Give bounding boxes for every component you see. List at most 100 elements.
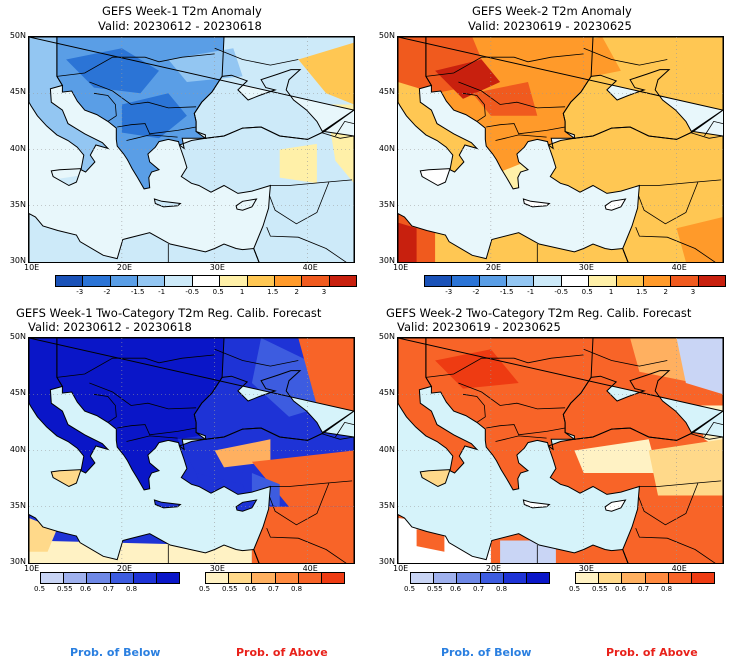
colorbar-tick-label: 1.5	[636, 288, 648, 296]
country-border	[89, 382, 197, 410]
longitude-label: 30E	[578, 263, 594, 272]
map-canvas	[29, 37, 354, 262]
coastline	[235, 198, 258, 211]
colorbar-swatch	[507, 276, 535, 286]
longitude-label: 10E	[24, 564, 40, 573]
longitude-label: 10E	[393, 564, 409, 573]
field-shading	[121, 93, 187, 139]
colorbar-tick-label: -1.5	[130, 288, 145, 296]
latitude-label: 40N	[378, 444, 395, 454]
latitude-label: 35N	[9, 500, 26, 510]
country-border	[270, 179, 353, 186]
land-region	[523, 199, 550, 207]
latitude-label: 45N	[9, 87, 26, 97]
field-shading	[251, 506, 354, 563]
latitude-label: 50N	[9, 31, 26, 40]
latitude-label: 50N	[378, 332, 395, 341]
latitude-label: 30N	[9, 557, 26, 566]
colorbar-swatch	[576, 573, 600, 583]
country-border	[89, 81, 197, 109]
colorbar-tick-label: -3	[76, 288, 84, 296]
panel-title: GEFS Week-1 T2m Anomaly	[102, 4, 262, 18]
colorbar-swatch	[138, 276, 166, 286]
country-border	[486, 424, 566, 436]
coastline	[398, 338, 479, 474]
panel-valid-dates: Valid: 20230619 - 20230625	[397, 320, 561, 334]
colorbar-swatch	[274, 276, 303, 286]
longitude-label: 40E	[302, 263, 318, 272]
land-region	[29, 213, 259, 262]
colorbar-tick-label: -3	[445, 288, 453, 296]
country-border	[495, 435, 547, 442]
field-shading	[435, 59, 501, 99]
coastline	[50, 168, 82, 187]
colorbar-tick-label: 0.7	[638, 585, 650, 593]
coastline	[29, 213, 260, 262]
colorbar-tick-label: 3	[690, 288, 696, 296]
field-shading	[279, 143, 317, 184]
latitude-label: 30N	[9, 256, 26, 265]
panel-title: GEFS Week-2 T2m Anomaly	[472, 4, 632, 18]
colorbar-tick-label: 1	[239, 288, 245, 296]
country-border	[583, 47, 668, 66]
land-region	[51, 469, 81, 487]
colorbar-swatch	[599, 573, 623, 583]
map-week2-two-category	[397, 337, 724, 564]
colorbar-swatch	[480, 573, 504, 583]
land-region	[236, 199, 257, 211]
colorbar-tick-label: 0.55	[57, 585, 73, 593]
colorbar-tick-label: 0.7	[268, 585, 280, 593]
coastline	[29, 37, 110, 173]
longitude-label: 10E	[24, 263, 40, 272]
latitude-label: 45N	[378, 87, 395, 97]
longitude-label: 30E	[209, 263, 225, 272]
country-border	[117, 123, 197, 135]
country-border	[462, 92, 486, 122]
colorbar-tick-label: 1	[608, 288, 614, 296]
latitude-label: 35N	[9, 199, 26, 209]
colorbar-swatch	[41, 573, 65, 583]
coastline	[425, 37, 594, 190]
land-region	[523, 500, 550, 508]
country-border	[269, 181, 330, 225]
country-border	[635, 527, 716, 563]
country-border	[214, 47, 299, 66]
country-border	[253, 248, 260, 262]
colorbar-tick-label: 0.5	[212, 288, 224, 296]
country-border	[638, 181, 699, 225]
latitude-label: 30N	[378, 557, 395, 566]
colorbar-swatch	[192, 276, 221, 286]
colorbar-tick-label: -1	[527, 288, 535, 296]
colorbar-swatch	[668, 573, 692, 583]
colorbar-tick-label: -1.5	[499, 288, 514, 296]
country-border	[495, 134, 547, 141]
colorbar-swatch	[247, 276, 275, 286]
field-shading	[298, 42, 354, 105]
colorbar-swatch	[133, 573, 157, 583]
latitude-label: 45N	[9, 388, 26, 398]
country-border	[635, 226, 716, 262]
field-shading	[214, 439, 271, 468]
country-border	[117, 424, 197, 436]
country-border	[270, 480, 353, 487]
colorbar-swatch	[503, 573, 527, 583]
latitude-label: 30N	[378, 256, 395, 265]
colorbar-swatch	[165, 276, 193, 286]
colorbar-swatch	[479, 276, 508, 286]
coastline	[50, 469, 82, 488]
colorbar-tick-label: 0.55	[427, 585, 443, 593]
country-border	[266, 527, 347, 563]
field-shading	[676, 37, 723, 82]
country-border	[425, 354, 584, 378]
field-shading	[648, 439, 723, 496]
longitude-label: 30E	[578, 564, 594, 573]
map-canvas	[29, 338, 354, 563]
longitude-label: 20E	[485, 263, 502, 272]
colorbar-tick-label: 0.55	[222, 585, 238, 593]
coastline	[425, 338, 594, 491]
field-shading	[29, 518, 57, 552]
coastline	[29, 338, 110, 474]
colorbar-tick-label: 0.5	[581, 288, 593, 296]
colorbar-swatch	[64, 573, 88, 583]
colorbar-swatch	[534, 276, 562, 286]
